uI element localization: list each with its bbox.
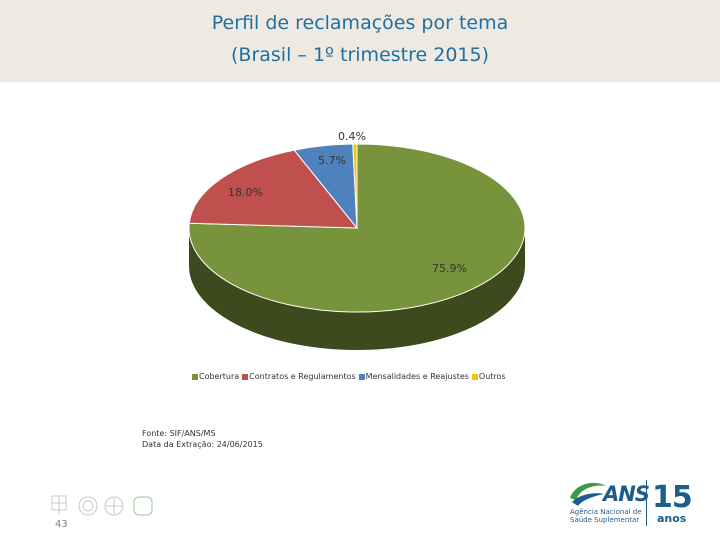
title-banner: Perfil de reclamações por tema (Brasil –…	[0, 0, 720, 82]
logo-subtitle: Agência Nacional de Saúde Suplementar	[570, 508, 642, 524]
page-number: 43	[55, 519, 68, 530]
source-line: Fonte: SIF/ANS/MS	[142, 429, 216, 438]
slice-cobertura-side	[189, 228, 525, 350]
source-note: Fonte: SIF/ANS/MS Data da Extração: 24/0…	[142, 428, 263, 450]
extraction-date: Data da Extração: 24/06/2015	[142, 440, 263, 449]
slice-contratos-label: 18.0%	[228, 186, 263, 199]
logo-divider	[646, 480, 647, 526]
legend-item-outros: Outros	[471, 372, 506, 381]
slice-outros-label: 0.4%	[338, 130, 366, 143]
slice-cobertura	[188, 143, 526, 313]
logo-years: 15	[652, 480, 693, 515]
legend-swatch	[358, 373, 365, 380]
legend-label: Mensalidades e Reajustes	[365, 372, 469, 381]
ans-logo-icon	[570, 482, 606, 506]
legend-item-mensalidades: Mensalidades e Reajustes	[358, 372, 469, 381]
legend-swatch	[471, 373, 478, 380]
legend-label: Contratos e Regulamentos	[249, 372, 356, 381]
legend-swatch	[242, 373, 249, 380]
legend-label: Cobertura	[199, 372, 240, 381]
chart-legend: Cobertura Contratos e Regulamentos Mensa…	[192, 372, 509, 381]
legend-item-cobertura: Cobertura	[192, 372, 239, 381]
chart-subtitle: (Brasil – 1º trimestre 2015)	[231, 44, 489, 66]
slice-outros	[352, 143, 358, 229]
slice-cobertura-label: 75.9%	[432, 262, 467, 275]
chart-title: Perfil de reclamações por tema	[211, 12, 509, 34]
legend-item-contratos: Contratos e Regulamentos	[242, 372, 356, 381]
logo-years-word: anos	[657, 512, 687, 525]
legend-label: Outros	[478, 372, 506, 381]
slice-mensalidades-label: 5.7%	[318, 154, 346, 167]
slice-contratos	[188, 149, 359, 229]
legend-swatch	[192, 373, 198, 380]
logo-name: ANS	[603, 482, 650, 506]
decorative-icons	[51, 495, 153, 516]
